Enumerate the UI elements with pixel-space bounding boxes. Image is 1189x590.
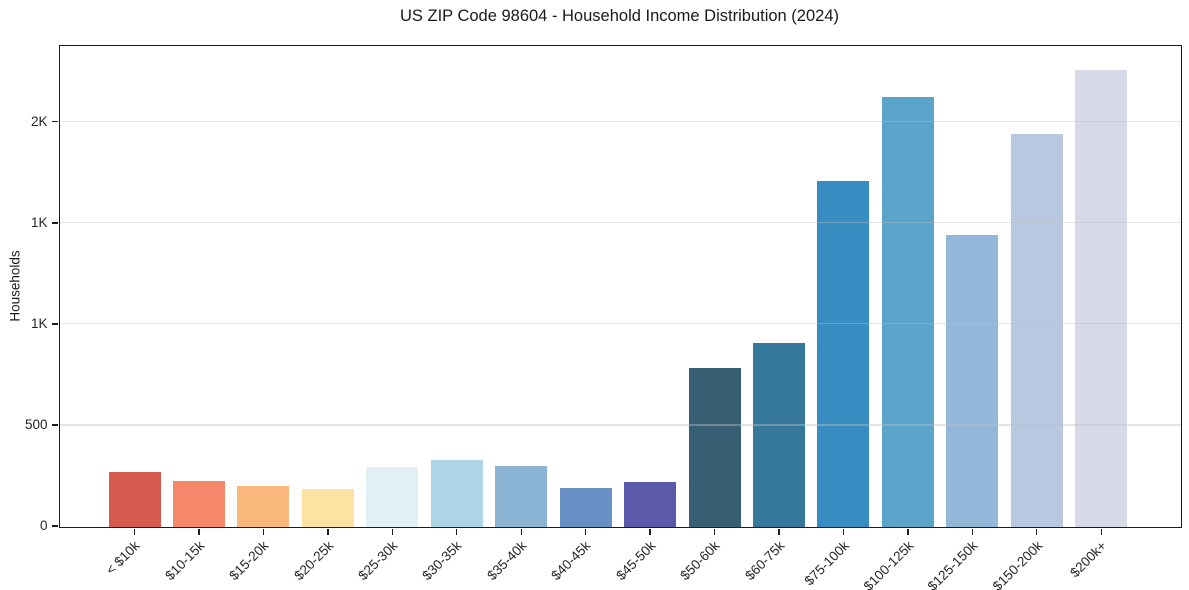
x-tick-mark xyxy=(1036,528,1038,535)
bar xyxy=(108,472,161,527)
x-tick-label: $60-75k xyxy=(741,537,788,583)
bar xyxy=(559,487,612,527)
bar xyxy=(366,467,419,527)
y-tick-label: 2K xyxy=(30,113,48,129)
x-tick-label: $20-25k xyxy=(290,537,336,583)
x-tick-mark xyxy=(778,528,780,535)
x-tick-mark xyxy=(971,528,974,535)
x-tick-label: $30-35k xyxy=(419,537,465,583)
bar xyxy=(753,343,805,527)
x-tick-mark xyxy=(262,528,265,535)
x-tick-mark xyxy=(133,528,136,535)
x-tick-mark xyxy=(584,528,587,535)
bar xyxy=(624,481,677,527)
y-tick-label: 500 xyxy=(24,416,48,432)
x-tick-mark xyxy=(842,528,845,535)
y-tick-mark xyxy=(52,121,58,123)
gridline xyxy=(59,323,1181,325)
x-tick-label: $45-50k xyxy=(613,537,659,583)
y-tick-mark xyxy=(52,525,58,527)
gridline xyxy=(59,121,1181,123)
x-tick-label: $25-30k xyxy=(355,537,401,583)
bar xyxy=(881,96,934,527)
x-tick-label: $50-60k xyxy=(677,537,723,583)
y-tick-mark xyxy=(52,222,58,224)
bar xyxy=(946,235,999,527)
y-tick-mark xyxy=(52,323,58,325)
bar xyxy=(301,488,354,527)
x-tick-label: < $10k xyxy=(103,537,143,578)
y-tick-label: 1K xyxy=(30,315,48,331)
gridline xyxy=(59,424,1181,426)
x-tick-mark xyxy=(907,528,909,535)
x-tick-mark xyxy=(327,528,329,535)
x-tick-label: $10-15k xyxy=(161,537,208,583)
x-tick-mark xyxy=(391,528,393,535)
x-tick-label: $40-45k xyxy=(548,537,594,583)
gridline xyxy=(59,222,1181,224)
x-tick-label: $150-200k xyxy=(989,537,1045,590)
bar xyxy=(430,460,483,527)
x-tick-mark xyxy=(1100,528,1102,535)
y-tick-mark xyxy=(52,424,58,426)
bar xyxy=(237,485,290,527)
x-tick-label: $35-40k xyxy=(484,537,530,583)
x-tick-label: $15-20k xyxy=(226,537,272,583)
bar xyxy=(1075,70,1128,527)
plot-area: 0 500 1K 1K 2K xyxy=(25,45,1182,535)
y-tick-label: 0 xyxy=(39,518,48,533)
x-tick-mark xyxy=(520,528,522,535)
x-tick-mark xyxy=(198,528,200,535)
x-tick-mark xyxy=(649,528,651,535)
bar xyxy=(1010,133,1063,527)
bar xyxy=(495,466,548,527)
bar xyxy=(688,368,741,527)
bar xyxy=(817,181,870,527)
x-tick-label: $100-125k xyxy=(860,537,917,590)
chart-title: US ZIP Code 98604 - Household Income Dis… xyxy=(399,7,839,25)
x-tick-label: $125-150k xyxy=(924,537,981,590)
x-tick-label: $200k+ xyxy=(1067,537,1110,580)
bar xyxy=(172,480,225,527)
y-axis-label: Households xyxy=(7,250,23,322)
x-tick-mark xyxy=(456,528,458,535)
x-tick-label: $75-100k xyxy=(801,537,852,588)
y-tick-label: 1K xyxy=(30,214,48,230)
x-tick-mark xyxy=(713,528,716,535)
